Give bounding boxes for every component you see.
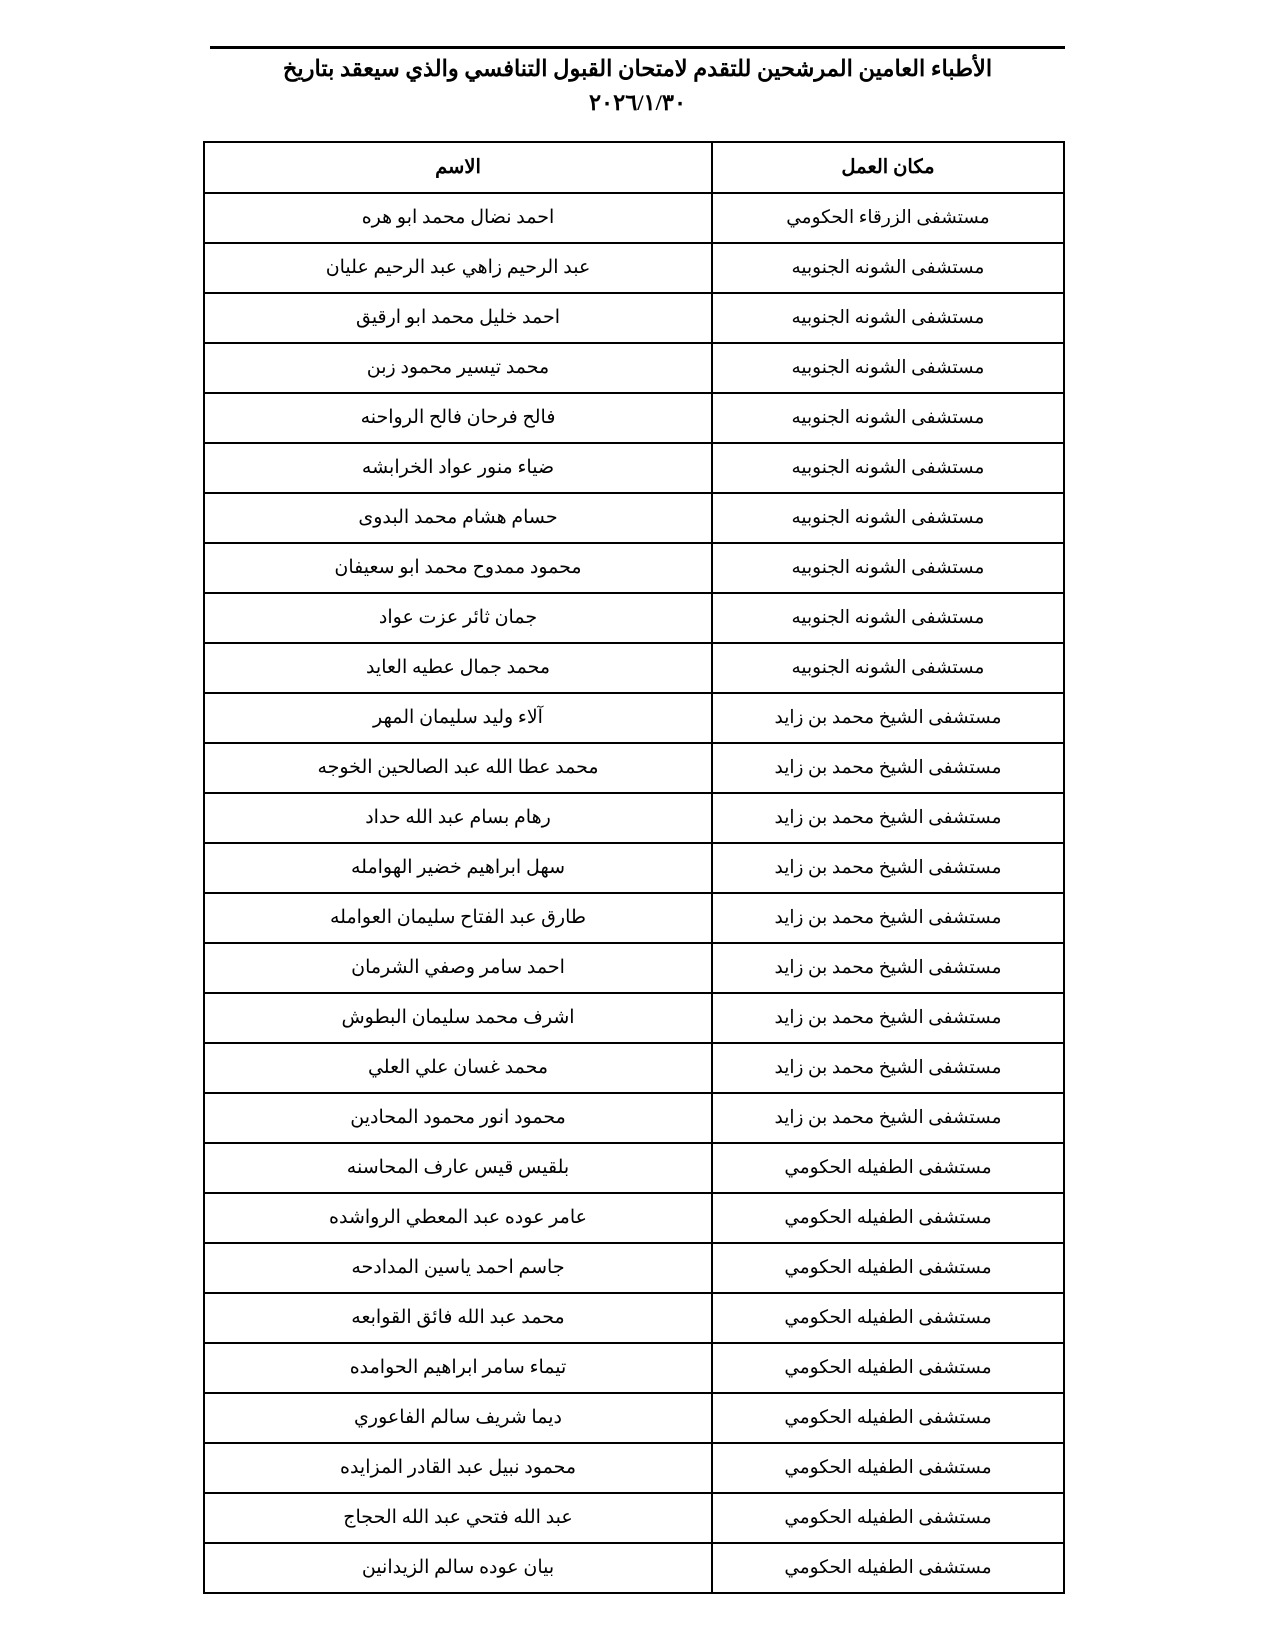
table-row: مستشفى الشونه الجنوبيه محمود ممدوح محمد ا… [203, 542, 1065, 594]
cell-place: مستشفى الشونه الجنوبيه [711, 492, 1065, 544]
cell-place: مستشفى الشونه الجنوبيه [711, 592, 1065, 644]
table-row: مستشفى الشونه الجنوبيه احمد خليل محمد ابو… [203, 292, 1065, 344]
table-row: مستشفى الطفيله الحكومي عامر عوده عبد المع… [203, 1192, 1065, 1244]
cell-place: مستشفى الشيخ محمد بن زايد [711, 842, 1065, 894]
cell-name: احمد سامر وصفي الشرمان [203, 942, 713, 994]
cell-name: ضياء منور عواد الخرابشه [203, 442, 713, 494]
cell-name: عامر عوده عبد المعطي الرواشده [203, 1192, 713, 1244]
cell-name: محمد غسان علي العلي [203, 1042, 713, 1094]
cell-name: محمد تيسير محمود زبن [203, 342, 713, 394]
cell-name: جاسم احمد ياسين المدادحه [203, 1242, 713, 1294]
table-row: مستشفى الطفيله الحكومي بيان عوده سالم الز… [203, 1542, 1065, 1594]
header-divider-rule [210, 46, 1065, 49]
cell-place: مستشفى الشونه الجنوبيه [711, 292, 1065, 344]
table-row: مستشفى الشونه الجنوبيه جمان ثائر عزت عواد [203, 592, 1065, 644]
table-row: مستشفى الشونه الجنوبيه محمد تيسير محمود ز… [203, 342, 1065, 394]
cell-place: مستشفى الطفيله الحكومي [711, 1242, 1065, 1294]
cell-name: محمود ممدوح محمد ابو سعيفان [203, 542, 713, 594]
cell-place: مستشفى الشونه الجنوبيه [711, 442, 1065, 494]
table-row: مستشفى الطفيله الحكومي بلقيس قيس عارف الم… [203, 1142, 1065, 1194]
cell-place: مستشفى الطفيله الحكومي [711, 1342, 1065, 1394]
cell-place: مستشفى الطفيله الحكومي [711, 1292, 1065, 1344]
cell-name: اشرف محمد سليمان البطوش [203, 992, 713, 1044]
cell-place: مستشفى الشيخ محمد بن زايد [711, 742, 1065, 794]
cell-place: مستشفى الطفيله الحكومي [711, 1192, 1065, 1244]
page-title-date: ٢٠٢٦/١/٣٠ [588, 90, 687, 115]
cell-place: مستشفى الطفيله الحكومي [711, 1442, 1065, 1494]
roster-table-container: مكان العمل الاسم مستشفى الزرقاء الحكومي ا… [203, 141, 1065, 1594]
cell-place: مستشفى الشونه الجنوبيه [711, 242, 1065, 294]
table-row: مستشفى الشيخ محمد بن زايد آلاء وليد سليما… [203, 692, 1065, 744]
table-header-row: مكان العمل الاسم [203, 141, 1065, 194]
cell-name: آلاء وليد سليمان المهر [203, 692, 713, 744]
table-row: مستشفى الشيخ محمد بن زايد طارق عبد الفتاح… [203, 892, 1065, 944]
cell-name: محمد عبد الله فائق القوابعه [203, 1292, 713, 1344]
table-row: مستشفى الشونه الجنوبيه عبد الرحيم زاهي عب… [203, 242, 1065, 294]
column-header-name: الاسم [203, 141, 713, 194]
cell-name: ديما شريف سالم الفاعوري [203, 1392, 713, 1444]
cell-place: مستشفى الطفيله الحكومي [711, 1542, 1065, 1594]
cell-name: تيماء سامر ابراهيم الحوامده [203, 1342, 713, 1394]
cell-name: بلقيس قيس عارف المحاسنه [203, 1142, 713, 1194]
table-row: مستشفى الزرقاء الحكومي احمد نضال محمد ابو… [203, 192, 1065, 244]
roster-table: مكان العمل الاسم مستشفى الزرقاء الحكومي ا… [203, 141, 1065, 1594]
cell-name: جمان ثائر عزت عواد [203, 592, 713, 644]
table-row: مستشفى الطفيله الحكومي جاسم احمد ياسين ال… [203, 1242, 1065, 1294]
cell-place: مستشفى الزرقاء الحكومي [711, 192, 1065, 244]
cell-place: مستشفى الشيخ محمد بن زايد [711, 1092, 1065, 1144]
table-row: مستشفى الشيخ محمد بن زايد محمد غسان علي ا… [203, 1042, 1065, 1094]
cell-name: رهام بسام عبد الله حداد [203, 792, 713, 844]
cell-name: حسام هشام محمد البدوى [203, 492, 713, 544]
table-row: مستشفى الطفيله الحكومي محمد عبد الله فائق… [203, 1292, 1065, 1344]
table-row: مستشفى الشيخ محمد بن زايد اشرف محمد سليما… [203, 992, 1065, 1044]
cell-name: سهل ابراهيم خضير الهوامله [203, 842, 713, 894]
cell-name: طارق عبد الفتاح سليمان العوامله [203, 892, 713, 944]
table-header: مكان العمل الاسم [203, 141, 1065, 194]
table-row: مستشفى الطفيله الحكومي محمود نبيل عبد الق… [203, 1442, 1065, 1494]
table-row: مستشفى الشيخ محمد بن زايد رهام بسام عبد ا… [203, 792, 1065, 844]
table-row: مستشفى الشونه الجنوبيه محمد جمال عطيه الع… [203, 642, 1065, 694]
cell-name: احمد خليل محمد ابو ارقيق [203, 292, 713, 344]
cell-place: مستشفى الشونه الجنوبيه [711, 342, 1065, 394]
table-row: مستشفى الطفيله الحكومي ديما شريف سالم الف… [203, 1392, 1065, 1444]
table-body: مستشفى الزرقاء الحكومي احمد نضال محمد ابو… [203, 192, 1065, 1594]
table-row: مستشفى الشيخ محمد بن زايد احمد سامر وصفي … [203, 942, 1065, 994]
cell-place: مستشفى الشونه الجنوبيه [711, 542, 1065, 594]
cell-place: مستشفى الشيخ محمد بن زايد [711, 892, 1065, 944]
cell-name: عبد الرحيم زاهي عبد الرحيم عليان [203, 242, 713, 294]
cell-name: بيان عوده سالم الزيدانين [203, 1542, 713, 1594]
cell-place: مستشفى الشيخ محمد بن زايد [711, 942, 1065, 994]
cell-place: مستشفى الطفيله الحكومي [711, 1392, 1065, 1444]
cell-name: فالح فرحان فالح الرواحنه [203, 392, 713, 444]
cell-place: مستشفى الشونه الجنوبيه [711, 642, 1065, 694]
table-row: مستشفى الشيخ محمد بن زايد سهل ابراهيم خضي… [203, 842, 1065, 894]
table-row: مستشفى الطفيله الحكومي عبد الله فتحي عبد … [203, 1492, 1065, 1544]
table-row: مستشفى الشونه الجنوبيه فالح فرحان فالح ال… [203, 392, 1065, 444]
cell-place: مستشفى الطفيله الحكومي [711, 1142, 1065, 1194]
page-title-line1: الأطباء العامين المرشحين للتقدم لامتحان … [282, 56, 993, 81]
cell-name: محمد جمال عطيه العايد [203, 642, 713, 694]
cell-name: محمود انور محمود المحادين [203, 1092, 713, 1144]
column-header-place: مكان العمل [711, 141, 1065, 194]
cell-name: محمود نبيل عبد القادر المزايده [203, 1442, 713, 1494]
cell-name: عبد الله فتحي عبد الله الحجاج [203, 1492, 713, 1544]
table-row: مستشفى الشونه الجنوبيه ضياء منور عواد الخ… [203, 442, 1065, 494]
table-row: مستشفى الطفيله الحكومي تيماء سامر ابراهيم… [203, 1342, 1065, 1394]
table-row: مستشفى الشيخ محمد بن زايد محمد عطا الله ع… [203, 742, 1065, 794]
cell-place: مستشفى الشيخ محمد بن زايد [711, 792, 1065, 844]
cell-name: محمد عطا الله عبد الصالحين الخوجه [203, 742, 713, 794]
table-row: مستشفى الشيخ محمد بن زايد محمود انور محمو… [203, 1092, 1065, 1144]
page-title: الأطباء العامين المرشحين للتقدم لامتحان … [210, 52, 1065, 120]
cell-place: مستشفى الشيخ محمد بن زايد [711, 1042, 1065, 1094]
cell-name: احمد نضال محمد ابو هره [203, 192, 713, 244]
cell-place: مستشفى الشيخ محمد بن زايد [711, 692, 1065, 744]
cell-place: مستشفى الشيخ محمد بن زايد [711, 992, 1065, 1044]
cell-place: مستشفى الشونه الجنوبيه [711, 392, 1065, 444]
table-row: مستشفى الشونه الجنوبيه حسام هشام محمد الب… [203, 492, 1065, 544]
cell-place: مستشفى الطفيله الحكومي [711, 1492, 1065, 1544]
